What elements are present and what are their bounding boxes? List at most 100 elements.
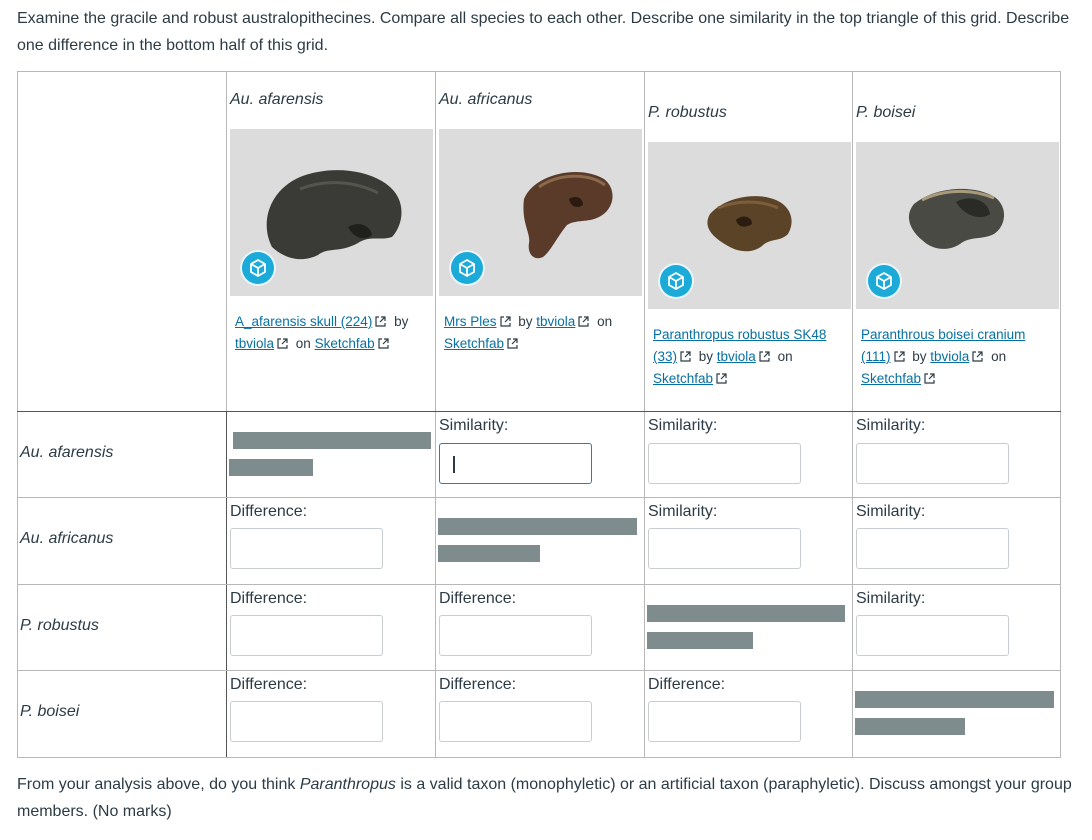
similarity-input[interactable] — [856, 443, 1009, 484]
redaction-bar — [438, 545, 540, 562]
sketchfab-icon[interactable] — [660, 265, 692, 297]
africanus-skull-image — [523, 171, 613, 259]
taxon-name: Paranthropus — [299, 776, 396, 793]
site-link[interactable]: Sketchfab — [861, 371, 922, 386]
similarity-label: Similarity: — [856, 503, 926, 520]
similarity-label: Similarity: — [856, 590, 926, 607]
sketchfab-icon[interactable] — [242, 252, 274, 284]
difference-label: Difference: — [439, 676, 517, 693]
row-title: Au. africanus — [20, 530, 114, 547]
discussion-prompt: From your analysis above, do you think P… — [17, 776, 1072, 820]
similarity-input[interactable] — [648, 528, 801, 569]
column-title: P. boisei — [856, 104, 916, 121]
difference-label: Difference: — [439, 590, 517, 607]
difference-cell-boisei-africanus: Difference: — [435, 670, 645, 758]
author-link[interactable]: tbviola — [536, 314, 576, 329]
model-link[interactable]: Paranthropus robustus SK48 (33) — [653, 327, 827, 364]
external-link-icon — [277, 338, 288, 349]
diagonal-cell-afarensis — [226, 411, 436, 498]
column-header-africanus: Au. africanus Mrs Ples by tbviola on Ske… — [435, 71, 645, 412]
similarity-cell-africanus-boisei: Similarity: — [852, 497, 1061, 585]
redaction-bar — [647, 632, 753, 649]
similarity-cell-robustus-boisei: Similarity: — [852, 584, 1061, 671]
external-link-icon — [378, 338, 389, 349]
header-row: Au. afarensis A_afarensis skull (224) by… — [17, 71, 1061, 412]
site-link[interactable]: Sketchfab — [314, 336, 375, 351]
column-header-boisei: P. boisei Paranthrous boisei cranium (11… — [852, 71, 1061, 412]
sketchfab-icon[interactable] — [451, 252, 483, 284]
difference-cell-boisei-afarensis: Difference: — [226, 670, 436, 758]
author-link[interactable]: tbviola — [716, 349, 756, 364]
difference-label: Difference: — [230, 676, 308, 693]
model-viewer-africanus[interactable] — [439, 129, 642, 296]
model-credit-boisei: Paranthrous boisei cranium (111) by tbvi… — [861, 327, 1026, 386]
difference-input[interactable] — [230, 701, 383, 742]
redaction-bar — [233, 432, 431, 449]
row-header-afarensis: Au. afarensis — [17, 411, 227, 498]
difference-cell-africanus-afarensis: Difference: — [226, 497, 436, 585]
external-link-icon — [893, 351, 905, 362]
row-title: P. boisei — [20, 703, 80, 720]
site-link[interactable]: Sketchfab — [653, 371, 714, 386]
row-header-boisei: P. boisei — [17, 670, 227, 758]
external-link-icon — [972, 351, 983, 362]
model-link[interactable]: Paranthrous boisei cranium (111) — [861, 327, 1026, 364]
diagonal-cell-africanus — [435, 497, 645, 585]
model-viewer-afarensis[interactable] — [230, 129, 433, 296]
text-cursor — [453, 456, 455, 473]
similarity-input[interactable] — [648, 443, 801, 484]
external-link-icon — [924, 373, 935, 384]
row-boisei: P. boisei Difference: Difference: Differ… — [17, 670, 1061, 758]
sketchfab-icon[interactable] — [868, 265, 900, 297]
similarity-cell-afarensis-robustus: Similarity: — [644, 411, 853, 498]
similarity-input[interactable] — [856, 528, 1009, 569]
model-link[interactable]: Mrs Ples — [444, 314, 497, 329]
column-header-robustus: P. robustus Paranthropus robustus SK48 (… — [644, 71, 853, 412]
column-title: Au. africanus — [439, 91, 533, 108]
author-link[interactable]: tbviola — [930, 349, 970, 364]
external-link-icon — [375, 316, 386, 327]
difference-input[interactable] — [648, 701, 801, 742]
author-link[interactable]: tbviola — [235, 336, 275, 351]
similarity-cell-afarensis-africanus: Similarity: — [435, 411, 645, 498]
comparison-grid: Au. afarensis A_afarensis skull (224) by… — [17, 71, 1061, 758]
boisei-skull-image — [908, 188, 1005, 249]
similarity-label: Similarity: — [439, 417, 509, 434]
difference-label: Difference: — [230, 590, 308, 607]
external-link-icon — [759, 351, 770, 362]
redaction-bar — [855, 718, 965, 735]
model-credit-robustus: Paranthropus robustus SK48 (33) by tbvio… — [653, 327, 827, 386]
column-title: Au. afarensis — [230, 91, 324, 108]
model-link[interactable]: A_afarensis skull (224) — [235, 314, 373, 329]
redaction-bar — [438, 518, 637, 535]
difference-cell-boisei-robustus: Difference: — [644, 670, 853, 758]
redaction-bar — [647, 605, 845, 622]
difference-input[interactable] — [439, 701, 592, 742]
external-link-icon — [716, 373, 727, 384]
site-link[interactable]: Sketchfab — [444, 336, 505, 351]
external-link-icon — [507, 338, 518, 349]
similarity-input[interactable] — [856, 615, 1009, 656]
difference-input[interactable] — [439, 615, 592, 656]
model-viewer-boisei[interactable] — [856, 142, 1059, 309]
row-robustus: P. robustus Difference: Difference: Simi… — [17, 584, 1061, 671]
row-title: P. robustus — [20, 617, 99, 634]
similarity-input[interactable] — [439, 443, 592, 484]
column-header-afarensis: Au. afarensis A_afarensis skull (224) by… — [226, 71, 436, 412]
robustus-skull-image — [707, 196, 792, 252]
similarity-cell-africanus-robustus: Similarity: — [644, 497, 853, 585]
difference-input[interactable] — [230, 528, 383, 569]
corner-cell — [17, 71, 227, 412]
difference-label: Difference: — [648, 676, 726, 693]
redaction-bar — [229, 459, 313, 476]
difference-input[interactable] — [230, 615, 383, 656]
diagonal-cell-robustus — [644, 584, 853, 671]
model-credit-afarensis: A_afarensis skull (224) by tbviola on Sk… — [235, 314, 409, 351]
row-header-robustus: P. robustus — [17, 584, 227, 671]
row-africanus: Au. africanus Difference: Similarity: Si… — [17, 497, 1061, 585]
model-viewer-robustus[interactable] — [648, 142, 851, 309]
row-title: Au. afarensis — [20, 444, 114, 461]
similarity-cell-afarensis-boisei: Similarity: — [852, 411, 1061, 498]
external-link-icon — [680, 351, 691, 362]
model-credit-africanus: Mrs Ples by tbviola on Sketchfab — [444, 314, 613, 351]
